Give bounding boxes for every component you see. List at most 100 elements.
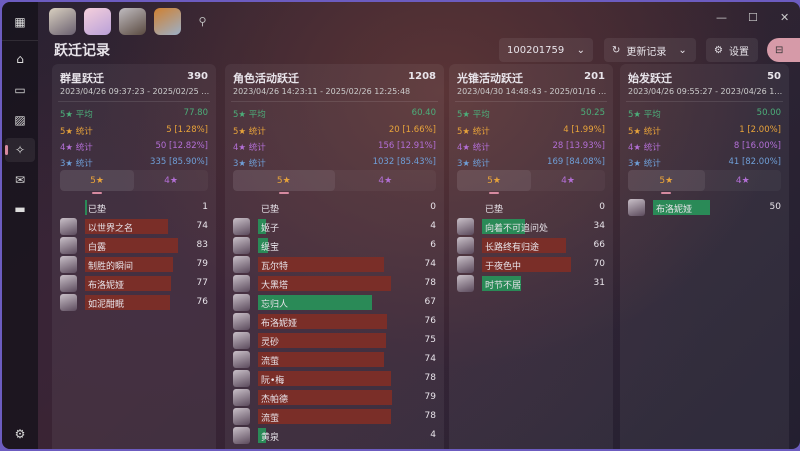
tab-5-star[interactable]: 5★: [457, 170, 531, 194]
list-item[interactable]: 已垫 1: [60, 199, 208, 216]
item-name: 已垫: [485, 205, 504, 215]
list-item[interactable]: 黄泉 4: [233, 427, 436, 444]
item-pity: 70: [593, 259, 605, 269]
divider: [58, 101, 210, 102]
panel-toggle-button[interactable]: ⊟: [767, 38, 800, 62]
item-name: 瓦尔特: [261, 262, 289, 272]
item-name: 已垫: [88, 205, 107, 215]
list-item[interactable]: 已垫 0: [233, 199, 436, 216]
game-avatar-1[interactable]: [49, 8, 76, 35]
stat-three: 3★ 统计 1032 [85.43%]: [233, 157, 436, 169]
item-name: 黄泉: [261, 433, 280, 443]
pity-bar: [258, 390, 393, 405]
stat-value: 41 [82.00%]: [728, 157, 781, 167]
list-item[interactable]: 阮•梅 78: [233, 370, 436, 387]
list-item[interactable]: 流萤 78: [233, 408, 436, 425]
list-item[interactable]: 向着不可追问处 34: [457, 218, 605, 235]
character-avatar: [233, 218, 250, 235]
list-item[interactable]: 于夜色中 70: [457, 256, 605, 273]
gear-icon: ⚙: [714, 44, 723, 56]
list-item[interactable]: 大黑塔 78: [233, 275, 436, 292]
character-avatar: [233, 313, 250, 330]
list-item[interactable]: 流萤 74: [233, 351, 436, 368]
rarity-tabs: 5★ 4★: [233, 170, 436, 194]
tab-4-star[interactable]: 4★: [164, 175, 178, 186]
list-item[interactable]: 杰帕德 79: [233, 389, 436, 406]
uid-select[interactable]: 100201759 ⌄: [499, 38, 593, 62]
list-item[interactable]: 时节不居 31: [457, 275, 605, 292]
list-item[interactable]: 布洛妮娅 50: [628, 199, 781, 216]
tab-4-star[interactable]: 4★: [561, 175, 575, 186]
unpin-icon[interactable]: ⚲: [198, 15, 207, 28]
character-avatar: [457, 256, 474, 273]
image-icon[interactable]: ▨: [14, 113, 26, 127]
list-item[interactable]: 如泥酣眠 76: [60, 294, 208, 311]
list-item[interactable]: 缇宝 6: [233, 237, 436, 254]
card-total: 50: [767, 71, 781, 82]
list-item[interactable]: 布洛妮娅 77: [60, 275, 208, 292]
pity-bar: [258, 428, 266, 443]
gear-icon[interactable]: ⚙: [14, 427, 26, 441]
pity-bar: [482, 276, 522, 291]
game-avatar-3[interactable]: [119, 8, 146, 35]
stat-four: 4★ 统计 156 [12.91%]: [233, 141, 436, 153]
tab-4-star[interactable]: 4★: [735, 175, 750, 186]
character-avatar: [233, 275, 250, 292]
grid-icon[interactable]: ▦: [14, 15, 26, 29]
tab-5-star[interactable]: 5★: [628, 170, 705, 194]
list-item[interactable]: 以世界之名 74: [60, 218, 208, 235]
character-avatar: [60, 256, 77, 273]
item-pity: 75: [424, 335, 436, 345]
character-avatar: [233, 389, 250, 406]
tab-5-star[interactable]: 5★: [60, 170, 134, 194]
character-avatar: [628, 199, 645, 216]
character-avatar: [457, 237, 474, 254]
gift-icon[interactable]: ✉: [14, 173, 26, 187]
stat-five: 5★ 统计 4 [1.99%]: [457, 125, 605, 137]
game-avatar-4[interactable]: [154, 8, 181, 35]
item-pity: 76: [196, 297, 208, 307]
refresh-button[interactable]: ↻ 更新记录 ⌄: [604, 38, 696, 62]
item-name: 向着不可追问处: [485, 224, 549, 234]
game-avatar-2[interactable]: [84, 8, 111, 35]
warp-card: 角色活动跃迁 1208 2023/04/26 14:23:11 - 2025/02/…: [225, 64, 444, 449]
item-name: 流萤: [261, 414, 280, 424]
pity-bar: [85, 257, 174, 272]
list-item[interactable]: 白露 83: [60, 237, 208, 254]
list-item[interactable]: 制胜的瞬间 79: [60, 256, 208, 273]
item-name: 已垫: [261, 205, 280, 215]
list-item[interactable]: 姬子 4: [233, 218, 436, 235]
item-name: 如泥酣眠: [88, 300, 125, 310]
item-name: 时节不居: [485, 281, 522, 291]
stat-value: 156 [12.91%]: [378, 141, 436, 151]
item-name: 灵砂: [261, 338, 280, 348]
item-name: 布洛妮娅: [656, 205, 693, 215]
tab-5-star[interactable]: 5★: [233, 170, 335, 194]
list-item[interactable]: 瓦尔特 74: [233, 256, 436, 273]
stat-avg: 5★ 平均 60.40: [233, 108, 436, 120]
list-item[interactable]: 布洛妮娅 76: [233, 313, 436, 330]
settings-button[interactable]: ⚙ 设置: [706, 38, 758, 62]
list-item[interactable]: 忘归人 67: [233, 294, 436, 311]
tab-4-star[interactable]: 4★: [378, 175, 393, 186]
home-icon[interactable]: ⌂: [16, 52, 24, 66]
item-pity: 1: [202, 202, 208, 212]
stat-value: 1032 [85.43%]: [372, 157, 436, 167]
item-pity: 6: [430, 240, 436, 250]
gamepad-icon[interactable]: ▭: [14, 83, 26, 97]
list-item[interactable]: 已垫 0: [457, 199, 605, 216]
item-name: 布洛妮娅: [261, 319, 298, 329]
character-avatar: [60, 218, 77, 235]
character-avatar: [60, 275, 77, 292]
list-item[interactable]: 长路终有归途 66: [457, 237, 605, 254]
list-item[interactable]: 灵砂 75: [233, 332, 436, 349]
stat-label: 5★ 统计: [628, 127, 661, 137]
card-icon[interactable]: ▬: [14, 202, 26, 216]
character-avatar: [233, 332, 250, 349]
warp-card: 群星跃迁 390 2023/04/26 09:37:23 - 2025/02/25 …: [52, 64, 216, 449]
refresh-icon: ↻: [612, 44, 621, 56]
minimize-button[interactable]: —: [716, 11, 727, 24]
warp-icon[interactable]: ✧: [5, 138, 35, 162]
maximize-button[interactable]: ☐: [748, 11, 758, 24]
close-button[interactable]: ✕: [780, 11, 790, 24]
